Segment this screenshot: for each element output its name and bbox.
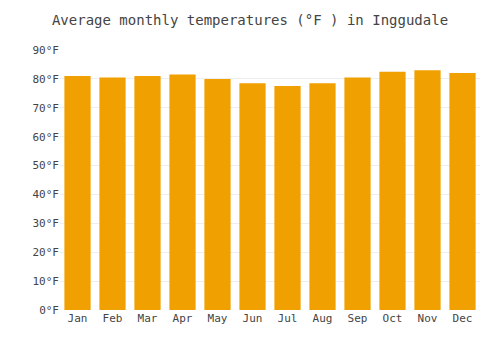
svg-text:Oct: Oct — [383, 312, 403, 325]
svg-text:0°F: 0°F — [39, 304, 59, 317]
svg-text:Average monthly temperatures (: Average monthly temperatures (°F ) in In… — [52, 12, 448, 28]
svg-text:Aug: Aug — [313, 312, 333, 325]
svg-text:20°F: 20°F — [33, 246, 60, 259]
svg-text:70°F: 70°F — [33, 102, 60, 115]
svg-text:50°F: 50°F — [33, 159, 60, 172]
svg-text:80°F: 80°F — [33, 73, 60, 86]
svg-text:Dec: Dec — [453, 312, 473, 325]
svg-text:60°F: 60°F — [33, 131, 60, 144]
svg-text:40°F: 40°F — [33, 188, 60, 201]
svg-text:Mar: Mar — [138, 312, 158, 325]
svg-text:Sep: Sep — [348, 312, 368, 325]
svg-text:Jun: Jun — [243, 312, 263, 325]
svg-text:Feb: Feb — [103, 312, 123, 325]
svg-text:Apr: Apr — [173, 312, 193, 325]
svg-text:10°F: 10°F — [33, 275, 60, 288]
svg-text:90°F: 90°F — [33, 44, 60, 57]
svg-text:Jan: Jan — [68, 312, 88, 325]
svg-text:Nov: Nov — [418, 312, 438, 325]
svg-text:Jul: Jul — [278, 312, 298, 325]
svg-text:30°F: 30°F — [33, 217, 60, 230]
svg-text:May: May — [208, 312, 228, 325]
